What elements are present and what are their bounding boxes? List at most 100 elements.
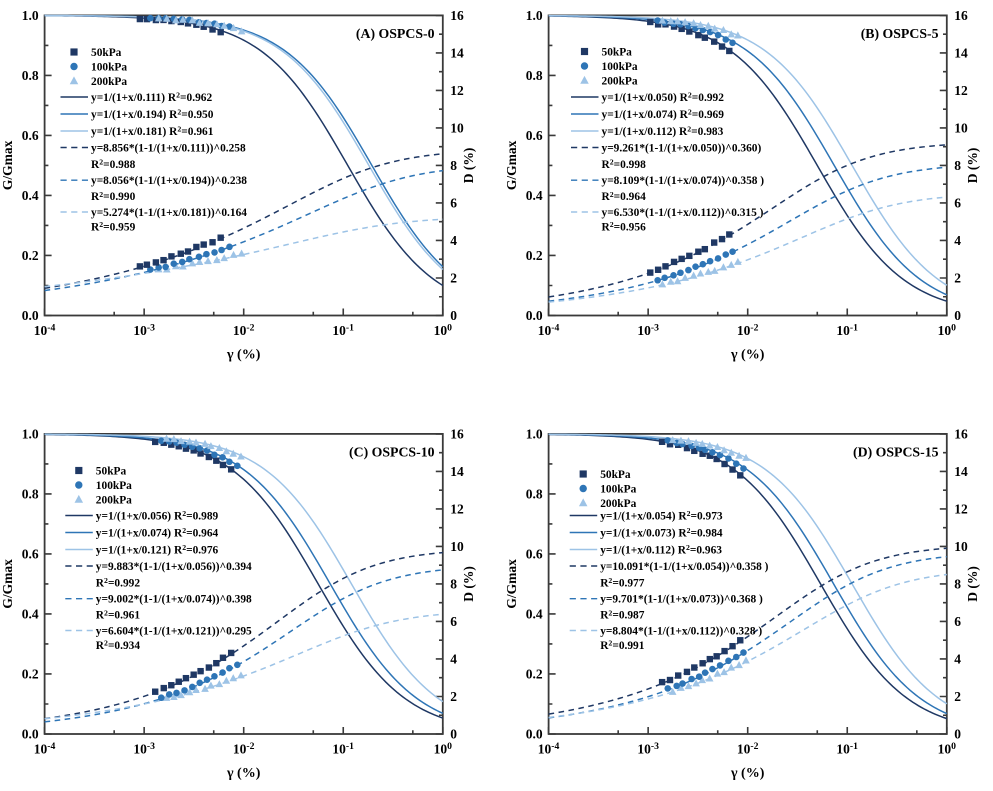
svg-text:γ (%): γ (%) xyxy=(226,348,261,363)
svg-text:0.4: 0.4 xyxy=(526,188,543,203)
svg-text:(C) OSPCS-10: (C) OSPCS-10 xyxy=(349,445,435,461)
svg-text:0.2: 0.2 xyxy=(526,248,543,263)
svg-text:0.8: 0.8 xyxy=(526,487,543,502)
svg-text:y=1/(1+x/0.056) R2​=0.989: y=1/(1+x/0.056) R2​=0.989 xyxy=(96,509,219,522)
svg-text:0.6: 0.6 xyxy=(22,547,39,562)
svg-text:50kPa: 50kPa xyxy=(91,47,122,59)
svg-text:12: 12 xyxy=(450,502,464,517)
svg-text:6: 6 xyxy=(954,196,961,211)
svg-text:0.4: 0.4 xyxy=(22,607,39,622)
svg-text:10: 10 xyxy=(954,539,968,554)
svg-text:16: 16 xyxy=(954,427,968,442)
svg-text:50kPa: 50kPa xyxy=(600,469,631,481)
svg-text:0.4: 0.4 xyxy=(526,607,543,622)
svg-text:R2​=0.988: R2​=0.988 xyxy=(91,158,136,171)
svg-text:6: 6 xyxy=(450,614,457,629)
svg-text:0: 0 xyxy=(954,727,961,742)
svg-text:G/Gmax: G/Gmax xyxy=(0,140,15,190)
svg-text:0.0: 0.0 xyxy=(526,308,543,323)
svg-text:y=6.530*(1-1/(1+x/0.112))^0.31: y=6.530*(1-1/(1+x/0.112))^0.315 ) xyxy=(602,207,764,219)
svg-text:y=1/(1+x/0.121) R2​=0.976: y=1/(1+x/0.121) R2​=0.976 xyxy=(96,543,219,556)
svg-text:2: 2 xyxy=(954,689,961,704)
svg-text:10: 10 xyxy=(450,539,464,554)
svg-text:200kPa: 200kPa xyxy=(600,498,636,510)
svg-text:G/Gmax: G/Gmax xyxy=(504,140,519,190)
svg-text:2: 2 xyxy=(450,271,457,286)
svg-text:0.8: 0.8 xyxy=(22,487,39,502)
svg-text:14: 14 xyxy=(954,46,968,61)
svg-text:100kPa: 100kPa xyxy=(91,61,127,73)
svg-text:R2​=0.956: R2​=0.956 xyxy=(602,220,647,233)
svg-text:D (%): D (%) xyxy=(965,148,980,184)
svg-text:0.8: 0.8 xyxy=(22,68,39,83)
svg-text:2: 2 xyxy=(954,271,961,286)
svg-text:16: 16 xyxy=(450,8,464,23)
svg-text:12: 12 xyxy=(450,83,464,98)
svg-text:y=9.883*(1-1/(1+x/0.056))^0.39: y=9.883*(1-1/(1+x/0.056))^0.394 xyxy=(96,561,252,573)
svg-text:D (%): D (%) xyxy=(461,148,476,184)
svg-text:12: 12 xyxy=(954,83,968,98)
svg-text:100kPa: 100kPa xyxy=(602,61,638,73)
svg-text:y=1/(1+x/0.073) R2​=0.984: y=1/(1+x/0.073) R2​=0.984 xyxy=(600,526,723,539)
svg-text:R2​=0.977: R2​=0.977 xyxy=(600,576,645,589)
svg-text:0.6: 0.6 xyxy=(526,547,543,562)
svg-text:0.0: 0.0 xyxy=(22,727,39,742)
svg-text:16: 16 xyxy=(450,427,464,442)
svg-text:8: 8 xyxy=(954,158,961,173)
svg-text:y=1/(1+x/0.181) R2​=0.961: y=1/(1+x/0.181) R2​=0.961 xyxy=(91,125,214,138)
svg-text:14: 14 xyxy=(450,464,464,479)
svg-text:4: 4 xyxy=(954,652,961,667)
svg-text:y=1/(1+x/0.054) R2​=0.973: y=1/(1+x/0.054) R2​=0.973 xyxy=(600,509,723,522)
svg-text:1.0: 1.0 xyxy=(22,8,39,23)
svg-text:0.8: 0.8 xyxy=(526,68,543,83)
svg-text:R2​=0.998: R2​=0.998 xyxy=(602,158,647,171)
svg-text:y=9.002*(1-1/(1+x/0.074))^0.39: y=9.002*(1-1/(1+x/0.074))^0.398 xyxy=(96,594,252,606)
svg-text:4: 4 xyxy=(954,233,961,248)
svg-text:R2​=0.990: R2​=0.990 xyxy=(91,190,136,203)
svg-text:(A) OSPCS-0: (A) OSPCS-0 xyxy=(356,26,435,42)
svg-text:0.0: 0.0 xyxy=(526,727,543,742)
svg-text:y=8.856*(1-1/(1+x/0.111))^0.25: y=8.856*(1-1/(1+x/0.111))^0.258 xyxy=(91,142,246,154)
svg-text:D (%): D (%) xyxy=(461,566,476,602)
svg-text:0.6: 0.6 xyxy=(526,128,543,143)
svg-text:y=1/(1+x/0.074) R2​=0.969: y=1/(1+x/0.074) R2​=0.969 xyxy=(602,108,725,121)
svg-text:0.2: 0.2 xyxy=(22,667,39,682)
svg-text:R2​=0.934: R2​=0.934 xyxy=(96,639,141,652)
svg-text:0: 0 xyxy=(954,308,961,323)
svg-text:6: 6 xyxy=(954,614,961,629)
svg-text:200kPa: 200kPa xyxy=(91,76,127,88)
svg-text:10: 10 xyxy=(450,121,464,136)
svg-text:y=1/(1+x/0.194) R2​=0.950: y=1/(1+x/0.194) R2​=0.950 xyxy=(91,108,214,121)
svg-text:1.0: 1.0 xyxy=(526,427,543,442)
svg-text:D (%): D (%) xyxy=(965,566,980,602)
svg-text:R2​=0.959: R2​=0.959 xyxy=(91,220,136,233)
svg-text:y=1/(1+x/0.050) R2​=0.992: y=1/(1+x/0.050) R2​=0.992 xyxy=(602,91,725,104)
svg-text:10: 10 xyxy=(954,121,968,136)
svg-text:0.4: 0.4 xyxy=(22,188,39,203)
svg-text:y=1/(1+x/0.112) R2​=0.963: y=1/(1+x/0.112) R2​=0.963 xyxy=(600,543,722,556)
svg-text:100kPa: 100kPa xyxy=(600,483,636,495)
svg-text:R2​=0.992: R2​=0.992 xyxy=(96,576,141,589)
svg-text:G/Gmax: G/Gmax xyxy=(504,559,519,609)
svg-text:0: 0 xyxy=(450,308,457,323)
svg-text:(B) OSPCS-5: (B) OSPCS-5 xyxy=(861,26,939,42)
svg-text:14: 14 xyxy=(954,464,968,479)
svg-text:R2​=0.987: R2​=0.987 xyxy=(600,608,645,621)
svg-text:0.2: 0.2 xyxy=(526,667,543,682)
svg-text:R2​=0.991: R2​=0.991 xyxy=(600,639,645,652)
svg-text:y=1/(1+x/0.112) R2​=0.983: y=1/(1+x/0.112) R2​=0.983 xyxy=(602,125,724,138)
svg-text:200kPa: 200kPa xyxy=(96,494,132,506)
svg-text:γ (%): γ (%) xyxy=(730,766,765,781)
svg-text:2: 2 xyxy=(450,689,457,704)
svg-text:R2​=0.964: R2​=0.964 xyxy=(602,190,647,203)
svg-text:y=8.804*(1-1/(1+x/0.112))^0.32: y=8.804*(1-1/(1+x/0.112))^0.328 ) xyxy=(600,625,762,637)
svg-text:8: 8 xyxy=(450,577,457,592)
svg-text:0.2: 0.2 xyxy=(22,248,39,263)
svg-text:1.0: 1.0 xyxy=(22,427,39,442)
svg-text:γ (%): γ (%) xyxy=(226,766,261,781)
svg-text:1.0: 1.0 xyxy=(526,8,543,23)
svg-text:y=1/(1+x/0.074) R2​=0.964: y=1/(1+x/0.074) R2​=0.964 xyxy=(96,526,219,539)
svg-text:4: 4 xyxy=(450,652,457,667)
svg-text:(D) OSPCS-15: (D) OSPCS-15 xyxy=(853,445,939,461)
svg-text:y=6.604*(1-1/(1+x/0.121))^0.29: y=6.604*(1-1/(1+x/0.121))^0.295 xyxy=(96,625,252,637)
